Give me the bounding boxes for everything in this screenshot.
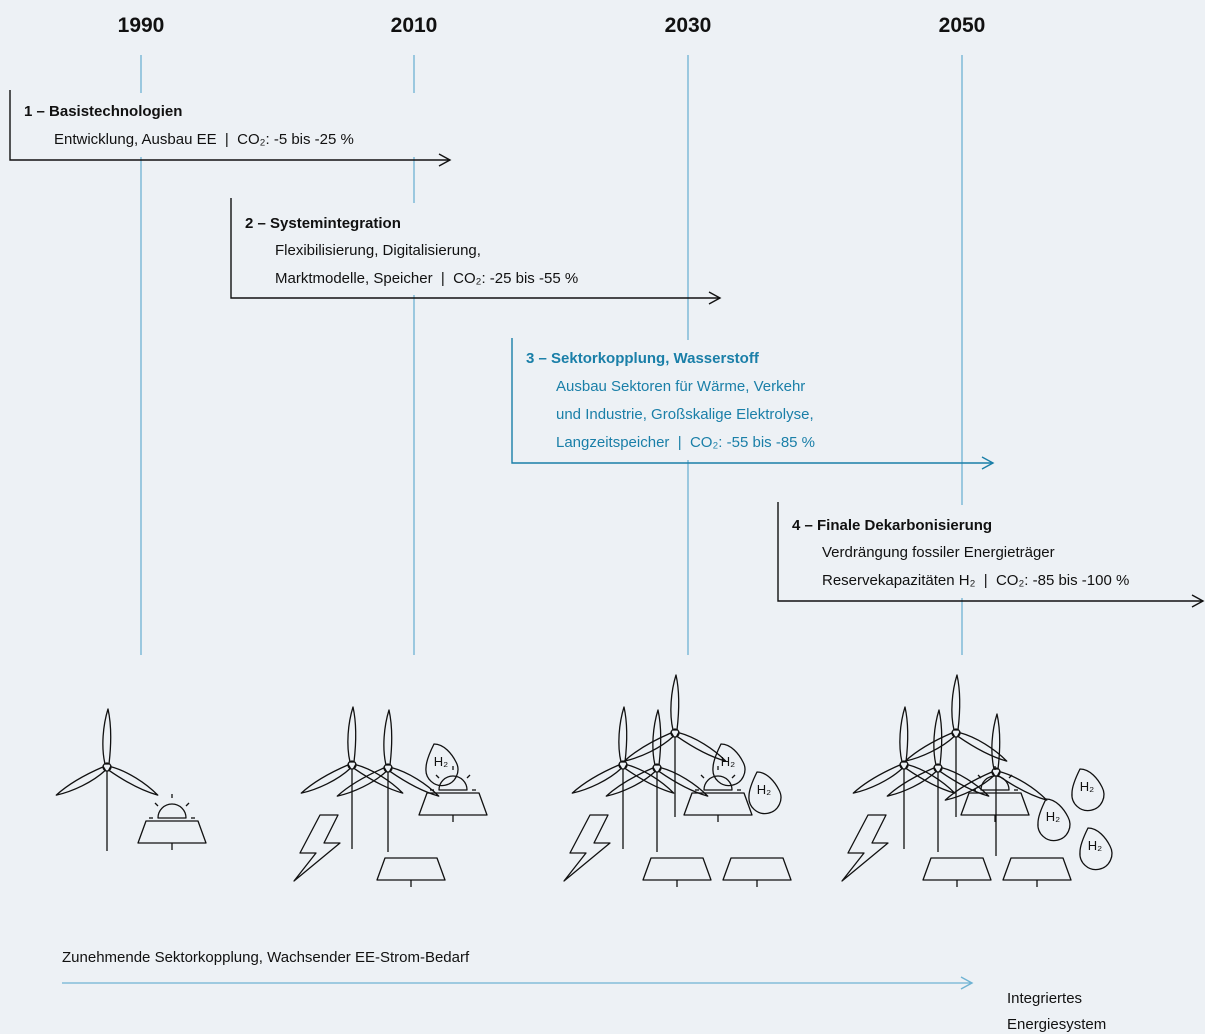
h2-label: H₂ bbox=[434, 754, 448, 769]
phase-text: Entwicklung, Ausbau EE | CO₂: -5 bis -25… bbox=[54, 131, 354, 148]
phase-text: Ausbau Sektoren für Wärme, Verkehr bbox=[556, 378, 805, 395]
phase: 4 – Finale Dekarbonisierung Verdrängung … bbox=[777, 502, 1205, 608]
phase-text: Langzeitspeicher | CO₂: -55 bis -85 % bbox=[556, 434, 815, 451]
progress: Zunehmende Sektorkopplung, Wachsender EE… bbox=[62, 949, 1106, 1033]
h2-label: H₂ bbox=[1046, 809, 1060, 824]
phase-text: Reservekapazitäten H₂ | CO₂: -85 bis -10… bbox=[822, 572, 1129, 589]
phase: 1 – Basistechnologien Entwicklung, Ausba… bbox=[9, 90, 452, 167]
phase-text: Flexibilisierung, Digitalisierung, bbox=[275, 242, 481, 259]
phase-title: 2 – Systemintegration bbox=[245, 215, 401, 232]
h2-label: H₂ bbox=[721, 754, 735, 769]
icons: H₂ H₂ H₂ H₂ H₂ H₂ bbox=[54, 674, 1113, 888]
year: 2050 bbox=[939, 14, 986, 37]
phase-text: Verdrängung fossiler Energieträger bbox=[822, 544, 1055, 561]
phase-title: 1 – Basistechnologien bbox=[24, 103, 182, 120]
phase-title: 4 – Finale Dekarbonisierung bbox=[792, 517, 992, 534]
progress-label: Zunehmende Sektorkopplung, Wachsender EE… bbox=[62, 949, 470, 966]
h2-label: H₂ bbox=[757, 782, 771, 797]
h2-label: H₂ bbox=[1080, 779, 1094, 794]
year: 2030 bbox=[665, 14, 712, 37]
year: 2010 bbox=[391, 14, 438, 37]
phase-text: Marktmodelle, Speicher | CO₂: -25 bis -5… bbox=[275, 270, 578, 287]
phase-title: 3 – Sektorkopplung, Wasserstoff bbox=[526, 350, 760, 367]
phase: 2 – Systemintegration Flexibilisierung, … bbox=[230, 198, 722, 305]
h2-label: H₂ bbox=[1088, 838, 1102, 853]
year: 1990 bbox=[118, 14, 165, 37]
phase-text: und Industrie, Großskalige Elektrolyse, bbox=[556, 406, 814, 423]
result-label: Energiesystem bbox=[1007, 1016, 1106, 1033]
phase: 3 – Sektorkopplung, Wasserstoff Ausbau S… bbox=[511, 338, 995, 470]
result-label: Integriertes bbox=[1007, 990, 1082, 1007]
